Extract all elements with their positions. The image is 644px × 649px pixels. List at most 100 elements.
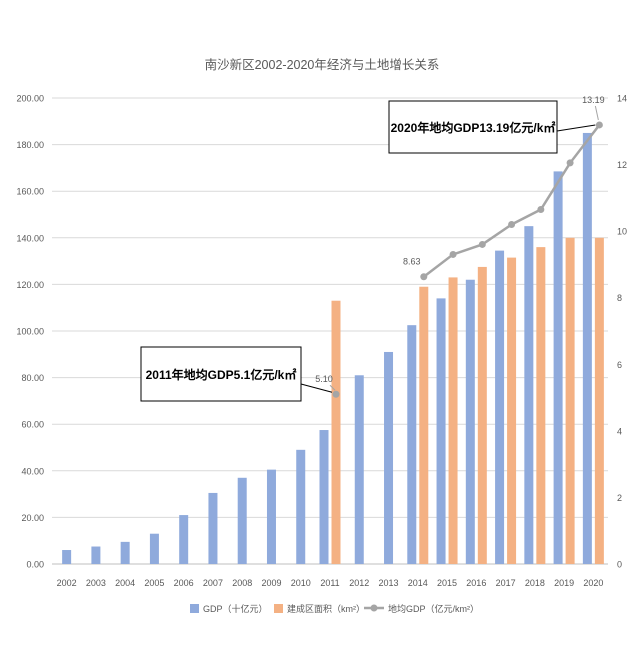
chart-title: 南沙新区2002-2020年经济与土地增长关系: [205, 57, 440, 72]
gdp-bar: [407, 325, 417, 564]
gdp-bar: [149, 533, 159, 564]
callout-text: 2011年地均GDP5.1亿元/k㎡: [146, 367, 297, 382]
area-bar: [448, 277, 458, 564]
area-bar: [565, 237, 575, 565]
x-tick-label: 2016: [466, 578, 486, 588]
left-tick-label: 0.00: [26, 560, 44, 570]
callout-box: [388, 100, 558, 154]
x-tick-label: 2011: [320, 578, 339, 588]
gdp-bar: [319, 430, 329, 564]
data-label: 8.63: [403, 257, 421, 267]
gdp-bar: [354, 375, 364, 564]
right-tick-label: 0: [617, 560, 622, 570]
callout-pointer: [556, 124, 596, 132]
right-tick-label: 4: [617, 426, 622, 436]
left-tick-label: 200.00: [16, 94, 44, 104]
x-tick-label: 2004: [115, 578, 135, 588]
legend-label-gdp: GDP（十亿元）: [203, 603, 268, 614]
gdp-bar: [296, 449, 306, 564]
x-tick-label: 2018: [525, 578, 545, 588]
left-tick-label: 40.00: [21, 466, 44, 476]
right-tick-label: 12: [617, 160, 627, 170]
area-bar: [331, 300, 341, 564]
legend-swatch-marker: [370, 604, 378, 612]
gdp-bar: [553, 171, 563, 564]
gdp-bar: [179, 515, 189, 564]
gdp-bar: [266, 469, 276, 564]
leader-line: [329, 384, 336, 391]
x-tick-label: 2012: [349, 578, 369, 588]
x-tick-label: 2014: [408, 578, 428, 588]
leader-line: [594, 105, 599, 121]
callout-text: 2020年地均GDP13.19亿元/k㎡: [391, 120, 556, 135]
gdp-bar: [465, 279, 475, 564]
gdp-bar: [582, 132, 592, 564]
left-tick-label: 60.00: [21, 420, 44, 430]
gdp-density-point: [537, 206, 545, 214]
left-tick-label: 100.00: [16, 327, 44, 337]
callout-pointer: [300, 383, 333, 393]
right-tick-label: 8: [617, 293, 622, 303]
legend: GDP（十亿元） 建成区面积（km²） 地均GDP（亿元/km²）: [190, 603, 479, 614]
left-tick-label: 20.00: [21, 513, 44, 523]
x-axis-ticks: 2002 2003 2004 2005 2006 2007 2008 2009 2010 2011…: [57, 578, 604, 588]
gdp-bar: [384, 351, 394, 564]
gdp-bar: [208, 492, 218, 564]
right-tick-label: 10: [617, 227, 627, 237]
left-tick-label: 140.00: [16, 233, 44, 243]
x-tick-label: 2005: [144, 578, 164, 588]
area-bar: [594, 237, 604, 565]
gdp-density-point: [478, 240, 486, 248]
gdp-bar: [62, 550, 72, 564]
legend-label-area: 建成区面积（km²）: [287, 603, 365, 614]
gdp-bar: [436, 298, 446, 564]
x-tick-label: 2003: [86, 578, 106, 588]
gdp-bar: [120, 541, 130, 564]
x-tick-label: 2019: [554, 578, 574, 588]
x-tick-label: 2006: [174, 578, 194, 588]
x-tick-label: 2008: [232, 578, 252, 588]
right-axis-ticks: 0 2 4 6 8 10 12 14: [617, 94, 627, 570]
data-label: 5.10: [315, 374, 333, 384]
gdp-density-point: [508, 220, 516, 228]
gdp-density-point: [449, 250, 457, 258]
gdp-bar: [237, 477, 247, 564]
area-bar: [536, 247, 546, 564]
callouts: 2011年地均GDP5.1亿元/k㎡ 2020年地均GDP13.19亿元/k㎡: [140, 100, 596, 402]
data-labels: 5.10 8.63 13.19: [315, 95, 605, 391]
left-tick-label: 80.00: [21, 373, 44, 383]
x-tick-label: 2009: [261, 578, 281, 588]
data-label: 13.19: [582, 95, 605, 105]
gdp-bar: [524, 226, 534, 564]
area-bar: [419, 286, 429, 564]
x-tick-label: 2020: [583, 578, 603, 588]
gdp-bar: [495, 250, 505, 565]
right-tick-label: 2: [617, 493, 622, 503]
gdp-bar: [91, 546, 101, 564]
area-bar: [477, 266, 487, 564]
legend-label-line: 地均GDP（亿元/km²）: [388, 603, 479, 614]
left-tick-label: 160.00: [16, 187, 44, 197]
gdp-density-point: [332, 390, 340, 398]
x-tick-label: 2002: [57, 578, 77, 588]
x-tick-label: 2007: [203, 578, 223, 588]
callout-box: [140, 346, 302, 402]
x-tick-label: 2017: [496, 578, 516, 588]
bar-series: [62, 132, 604, 565]
left-axis-ticks: 0.00 20.00 40.00 60.00 80.00 100.00 120.00 140.…: [16, 94, 44, 570]
gdp-density-point: [595, 121, 603, 129]
legend-swatch-gdp: [190, 604, 199, 613]
x-tick-label: 2013: [379, 578, 399, 588]
x-tick-label: 2015: [437, 578, 457, 588]
area-bar: [507, 257, 517, 564]
right-tick-label: 14: [617, 94, 627, 104]
legend-swatch-area: [274, 604, 283, 613]
gdp-density-point: [566, 159, 574, 167]
left-tick-label: 180.00: [16, 140, 44, 150]
gdp-density-point: [420, 273, 428, 281]
right-tick-label: 6: [617, 360, 622, 370]
line-series: [332, 121, 603, 398]
x-tick-label: 2010: [291, 578, 311, 588]
